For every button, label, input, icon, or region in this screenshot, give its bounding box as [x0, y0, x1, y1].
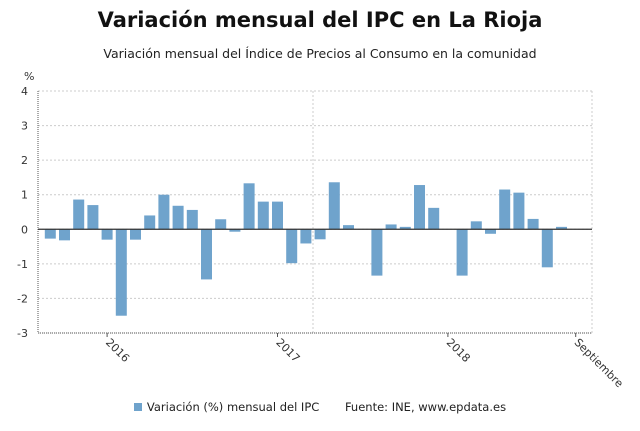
bar	[470, 221, 482, 230]
bar	[343, 225, 354, 230]
bar	[130, 229, 141, 240]
y-tick-label: 2	[21, 154, 28, 167]
bar	[144, 215, 156, 230]
legend: Variación (%) mensual del IPC Fuente: IN…	[0, 400, 640, 414]
bar	[328, 182, 340, 230]
bar	[371, 229, 383, 276]
bar	[87, 205, 99, 230]
bar	[201, 229, 212, 280]
bar	[215, 219, 227, 230]
bar	[101, 229, 113, 240]
y-tick-label: 4	[21, 85, 28, 98]
legend-swatch	[133, 403, 142, 411]
bar	[527, 218, 539, 230]
chart-subtitle: Variación mensual del Índice de Precios …	[103, 46, 537, 61]
bar	[456, 229, 468, 276]
bar	[300, 229, 312, 244]
bar	[243, 183, 255, 230]
bar	[229, 229, 241, 232]
x-tick-label: 2017	[273, 336, 302, 365]
bar	[73, 199, 85, 230]
bar	[257, 201, 269, 230]
legend-label: Variación (%) mensual del IPC	[146, 400, 320, 414]
bar	[513, 192, 525, 230]
bar	[385, 224, 397, 230]
bar	[428, 207, 440, 230]
chart-title: Variación mensual del IPC en La Rioja	[97, 8, 543, 32]
y-axis-label: %	[24, 70, 34, 83]
bar	[399, 226, 411, 230]
bar	[541, 229, 553, 268]
bar	[59, 229, 70, 241]
bar	[115, 229, 127, 316]
bar	[499, 189, 511, 230]
y-tick-label: -3	[17, 327, 28, 340]
y-tick-label: -2	[17, 292, 28, 305]
bar	[44, 229, 56, 239]
bar	[172, 205, 184, 230]
bar	[272, 201, 283, 230]
bar	[286, 229, 298, 264]
x-tick-label: 2016	[103, 336, 132, 365]
bar	[556, 226, 567, 230]
bar	[314, 229, 326, 240]
y-tick-label: -1	[17, 258, 28, 271]
x-tick-label: 2018	[444, 336, 473, 365]
bar	[414, 185, 425, 230]
bar	[186, 209, 198, 230]
bar	[158, 194, 170, 230]
bar	[485, 229, 496, 234]
y-tick-label: 1	[21, 189, 28, 202]
x-tick-label: Septiembre	[572, 336, 626, 390]
y-tick-label: 0	[21, 223, 28, 236]
source-note: Fuente: INE, www.epdata.es	[344, 400, 507, 414]
y-tick-label: 3	[21, 120, 28, 133]
